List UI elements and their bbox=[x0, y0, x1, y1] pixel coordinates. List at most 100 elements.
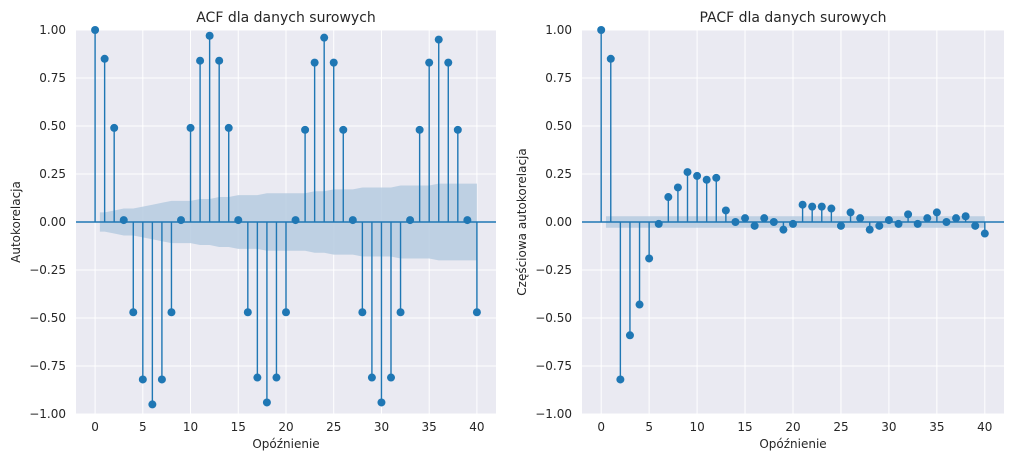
pacf-point bbox=[654, 219, 663, 228]
acf-point bbox=[358, 308, 367, 317]
acf-point bbox=[138, 375, 147, 384]
pacf-stems bbox=[582, 26, 1004, 384]
pacf-point bbox=[952, 214, 961, 223]
pacf-point bbox=[846, 208, 855, 217]
pacf-point bbox=[673, 183, 682, 192]
pacf-x-tick-label: 15 bbox=[737, 420, 752, 434]
acf-y-tick-label: −1.00 bbox=[29, 407, 66, 421]
acf-point bbox=[377, 398, 386, 407]
pacf-point bbox=[798, 200, 807, 209]
pacf-y-tick-label: 0.25 bbox=[545, 167, 572, 181]
pacf-point bbox=[932, 208, 941, 217]
pacf-point bbox=[779, 225, 788, 234]
pacf-y-axis-label: Częściowa autokorelacja bbox=[515, 148, 529, 295]
pacf-point bbox=[884, 216, 893, 225]
pacf-point bbox=[923, 214, 932, 223]
acf-point bbox=[415, 125, 424, 134]
pacf-point bbox=[616, 375, 625, 384]
pacf-y-tick-label: 0.50 bbox=[545, 119, 572, 133]
acf-point bbox=[243, 308, 252, 317]
acf-y-tick-label: 0.75 bbox=[39, 71, 66, 85]
acf-point bbox=[387, 373, 395, 382]
pacf-point bbox=[971, 221, 980, 230]
acf-y-tick-label: 0.00 bbox=[39, 215, 66, 229]
acf-point bbox=[348, 216, 357, 225]
pacf-y-tick-label: −0.50 bbox=[535, 311, 572, 325]
pacf-x-tick-label: 5 bbox=[645, 420, 653, 434]
acf-point bbox=[224, 123, 233, 132]
acf-x-tick-label: 40 bbox=[469, 420, 484, 434]
pacf-x-tick-label: 20 bbox=[785, 420, 800, 434]
acf-point bbox=[282, 308, 290, 317]
pacf-point bbox=[789, 219, 797, 228]
acf-point bbox=[148, 400, 157, 409]
pacf-point bbox=[836, 221, 845, 230]
pacf-x-tick-label: 25 bbox=[833, 420, 848, 434]
pacf-x-axis-label: Opóźnienie bbox=[759, 437, 826, 451]
acf-point bbox=[119, 216, 128, 225]
acf-point bbox=[177, 216, 185, 225]
acf-point bbox=[167, 308, 176, 317]
acf-point bbox=[205, 31, 214, 40]
acf-y-axis-label: Autokorelacja bbox=[9, 181, 23, 263]
acf-x-tick-label: 0 bbox=[91, 420, 99, 434]
acf-x-tick-label: 5 bbox=[139, 420, 147, 434]
acf-point bbox=[196, 56, 205, 65]
acf-point bbox=[291, 216, 300, 225]
pacf-x-tick-label: 40 bbox=[977, 420, 992, 434]
pacf-point bbox=[683, 168, 692, 177]
pacf-point bbox=[875, 221, 884, 230]
pacf-point bbox=[721, 206, 730, 215]
pacf-point bbox=[913, 219, 922, 228]
pacf-point bbox=[827, 204, 836, 213]
acf-point bbox=[301, 125, 310, 134]
pacf-ticks: 0 5 10 15 20 25 30 35 40 −1.00 −0.75 −0.50 −0.25 0.00… bbox=[535, 23, 992, 434]
pacf-point bbox=[904, 210, 913, 219]
pacf-point bbox=[635, 300, 644, 309]
acf-y-tick-label: −0.25 bbox=[29, 263, 66, 277]
pacf-point bbox=[712, 173, 721, 182]
acf-point bbox=[406, 216, 415, 225]
pacf-y-tick-label: 0.00 bbox=[545, 215, 572, 229]
acf-x-tick-label: 20 bbox=[278, 420, 293, 434]
acf-point bbox=[425, 58, 434, 67]
acf-point bbox=[453, 125, 462, 134]
pacf-point bbox=[808, 202, 817, 211]
pacf-x-tick-label: 30 bbox=[881, 420, 896, 434]
acf-point bbox=[434, 35, 443, 44]
acf-x-tick-label: 10 bbox=[183, 420, 198, 434]
acf-y-tick-label: −0.75 bbox=[29, 359, 66, 373]
acf-point bbox=[463, 216, 472, 225]
pacf-point bbox=[894, 219, 903, 228]
acf-y-tick-label: −0.50 bbox=[29, 311, 66, 325]
acf-ticks: 0 5 10 15 20 25 30 35 40 −1.00 −0.75 −0.50 −0.25 0.00… bbox=[29, 23, 484, 434]
acf-point bbox=[339, 125, 348, 134]
acf-y-tick-label: 0.25 bbox=[39, 167, 66, 181]
acf-chart: 0 5 10 15 20 25 30 35 40 −1.00 −0.75 −0.50 −0.25 0.00… bbox=[9, 10, 496, 451]
pacf-point bbox=[702, 175, 711, 184]
acf-point bbox=[186, 123, 195, 132]
pacf-point bbox=[645, 254, 654, 263]
acf-point bbox=[253, 373, 262, 382]
acf-x-tick-label: 25 bbox=[326, 420, 341, 434]
pacf-point bbox=[769, 218, 778, 226]
acf-point bbox=[100, 54, 109, 63]
acf-y-tick-label: 1.00 bbox=[39, 23, 66, 37]
pacf-point bbox=[664, 193, 673, 202]
acf-title: ACF dla danych surowych bbox=[196, 10, 376, 26]
acf-point bbox=[444, 58, 453, 67]
acf-x-tick-label: 15 bbox=[231, 420, 246, 434]
acf-point bbox=[110, 123, 119, 132]
pacf-point bbox=[980, 229, 989, 238]
acf-y-tick-label: 0.50 bbox=[39, 119, 66, 133]
pacf-point bbox=[741, 214, 750, 223]
acf-point bbox=[320, 33, 329, 42]
acf-point bbox=[215, 56, 224, 65]
pacf-x-tick-label: 0 bbox=[597, 420, 605, 434]
acf-point bbox=[310, 58, 319, 67]
acf-point bbox=[367, 373, 376, 382]
acf-x-tick-label: 35 bbox=[422, 420, 437, 434]
pacf-point bbox=[597, 26, 606, 34]
pacf-point bbox=[942, 218, 951, 226]
pacf-point bbox=[856, 214, 865, 223]
